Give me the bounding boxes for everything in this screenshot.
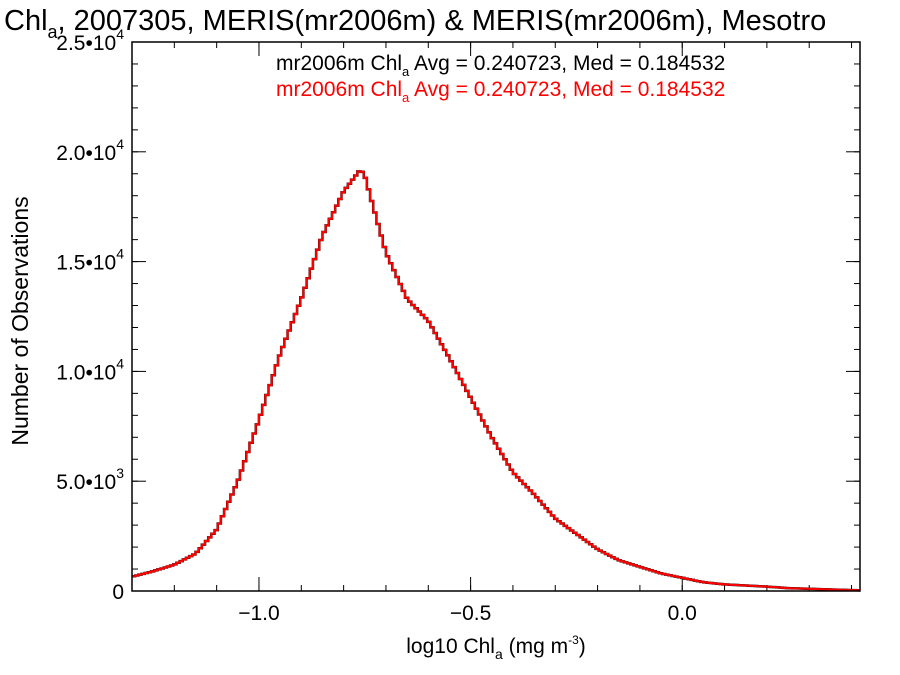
chart-title-sub: a bbox=[48, 22, 59, 42]
y-tick-label: 1.5•104 bbox=[56, 246, 124, 275]
x-tick-label: −0.5 bbox=[450, 602, 491, 625]
chart-title-pre: Chl bbox=[4, 5, 48, 37]
chart-title: Chla, 2007305, MERIS(mr2006m) & MERIS(mr… bbox=[4, 5, 826, 42]
annotation-red-post: Avg = 0.240723, Med = 0.184532 bbox=[409, 78, 725, 101]
axis-ticks: −1.0 −0.5 0.0 0 5.0•103 1.0•104 1.5•104 2.0•104… bbox=[56, 26, 860, 625]
x-tick-label: 0.0 bbox=[668, 602, 697, 625]
data-series bbox=[132, 170, 861, 592]
annotation-red-sub: a bbox=[402, 90, 410, 105]
y-tick-label: 0 bbox=[112, 581, 124, 604]
y-tick-label: 1.0•104 bbox=[56, 355, 124, 384]
y-tick-label: 2.5•104 bbox=[56, 26, 124, 55]
series-line-black bbox=[132, 170, 861, 592]
x-axis-label-pre: log10 Chl bbox=[406, 635, 495, 658]
x-axis-label-mid: (mg m bbox=[503, 635, 568, 658]
x-axis-label-sub: a bbox=[495, 646, 503, 662]
x-axis-label-sup: -3 bbox=[568, 633, 579, 647]
y-tick-label: 5.0•103 bbox=[56, 465, 124, 494]
x-tick-label: −1.0 bbox=[238, 602, 279, 625]
chart-title-post: , 2007305, MERIS(mr2006m) & MERIS(mr2006… bbox=[58, 5, 827, 37]
plot-frame bbox=[131, 41, 861, 592]
y-tick-label: 2.0•104 bbox=[56, 136, 124, 165]
annotation-black-sub: a bbox=[402, 64, 410, 79]
y-axis-label: Number of Observations bbox=[7, 196, 33, 445]
x-axis-label: log10 Chla (mg m-3) bbox=[406, 633, 586, 662]
annotation-red-pre: mr2006m Chl bbox=[276, 78, 402, 101]
annotation-black-post: Avg = 0.240723, Med = 0.184532 bbox=[409, 52, 725, 75]
series-line-red bbox=[132, 170, 860, 592]
annotation-black-pre: mr2006m Chl bbox=[276, 52, 402, 75]
annotation-black: mr2006m Chla Avg = 0.240723, Med = 0.184… bbox=[276, 52, 725, 79]
annotation-red: mr2006m Chla Avg = 0.240723, Med = 0.184… bbox=[276, 78, 725, 105]
x-axis-label-post: ) bbox=[579, 635, 586, 658]
